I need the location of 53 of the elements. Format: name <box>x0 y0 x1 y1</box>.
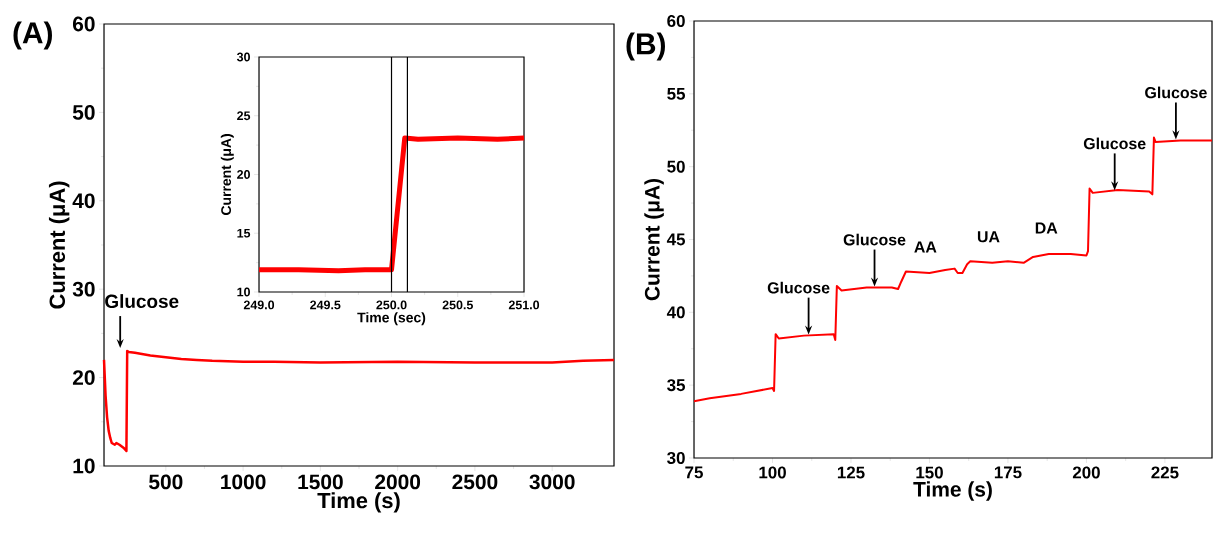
y-tick-label: 40 <box>666 306 685 319</box>
y-axis-title: Current (μA) <box>644 178 664 301</box>
chart-title: (B) <box>626 32 665 61</box>
x-tick-label: 251.0 <box>508 300 540 310</box>
x-tick-label: 250.0 <box>376 300 407 310</box>
x-tick-label: 200 <box>1072 466 1100 479</box>
chart-title: (A) <box>13 21 52 50</box>
y-tick-label: 10 <box>237 287 250 297</box>
x-tick-label: 1500 <box>298 474 343 490</box>
y-tick-label: 45 <box>666 233 686 246</box>
y-axis-title: Current (μA) <box>220 134 234 215</box>
line-series <box>102 349 616 453</box>
x-tick-label: 3000 <box>529 474 575 490</box>
annotation: Glucose <box>1083 137 1146 150</box>
x-tick-label: 75 <box>685 466 703 479</box>
y-tick-label: 50 <box>667 160 685 173</box>
x-tick-label: 500 <box>149 474 183 490</box>
y-tick-label: 30 <box>667 451 685 464</box>
x-axis-title: Time (s) <box>317 492 400 513</box>
annotation: AA <box>914 241 937 253</box>
x-tick-label: 1000 <box>221 474 266 490</box>
x-axis-title: Time (sec) <box>357 312 426 326</box>
x-tick-label: 249.0 <box>243 300 275 310</box>
x-tick-label: 250.5 <box>442 300 473 310</box>
x-axis-title: Time (s) <box>913 481 992 501</box>
annotation: Glucose <box>105 294 179 309</box>
annotation: Glucose <box>767 281 830 294</box>
y-tick-label: 30 <box>72 281 95 297</box>
x-tick-label: 249.5 <box>310 300 341 310</box>
x-tick-label: 175 <box>994 466 1022 479</box>
annotation: Glucose <box>843 233 906 246</box>
y-tick-label: 25 <box>237 111 251 121</box>
annotation: UA <box>977 231 1000 243</box>
x-tick-label: 150 <box>916 466 943 479</box>
x-tick-label: 225 <box>1151 466 1179 479</box>
y-tick-label: 60 <box>667 14 685 27</box>
y-tick-label: 60 <box>72 16 95 32</box>
y-tick-label: 30 <box>236 52 250 62</box>
y-tick-label: 20 <box>237 170 250 179</box>
y-tick-label: 15 <box>237 228 251 238</box>
y-tick-label: 55 <box>667 87 686 100</box>
y-tick-label: 20 <box>72 370 95 385</box>
y-tick-label: 40 <box>72 193 95 209</box>
x-tick-label: 125 <box>837 466 865 479</box>
annotation: Glucose <box>1145 86 1207 99</box>
x-tick-label: 2500 <box>452 474 498 490</box>
y-axis-title: Current (μA) <box>48 181 70 309</box>
y-tick-label: 10 <box>73 458 95 474</box>
y-tick-label: 35 <box>667 379 686 392</box>
x-tick-label: 100 <box>759 466 786 479</box>
y-tick-label: 50 <box>72 104 95 120</box>
annotation: DA <box>1035 222 1058 234</box>
x-tick-label: 2000 <box>375 474 421 490</box>
